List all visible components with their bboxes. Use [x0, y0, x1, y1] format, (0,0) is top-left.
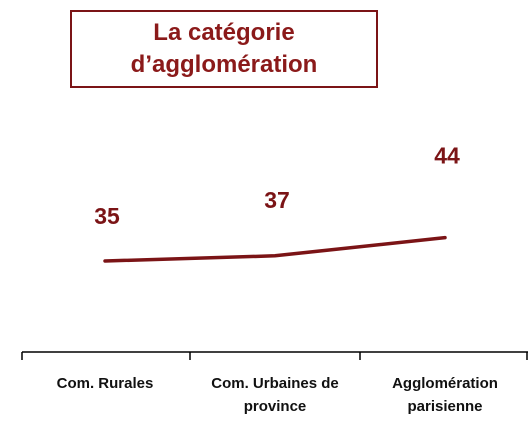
line	[103, 235, 447, 263]
x-tick-label: Com. Rurales	[56, 375, 154, 392]
data-label: 44	[434, 143, 460, 169]
x-tick-label: Com. Urbaines de province	[211, 375, 339, 415]
x-tick-label: Agglomération parisienne	[392, 375, 498, 415]
data-label: 37	[264, 187, 290, 213]
data-label: 35	[94, 203, 120, 229]
chart-title: La catégorie d’agglomération	[70, 10, 378, 88]
